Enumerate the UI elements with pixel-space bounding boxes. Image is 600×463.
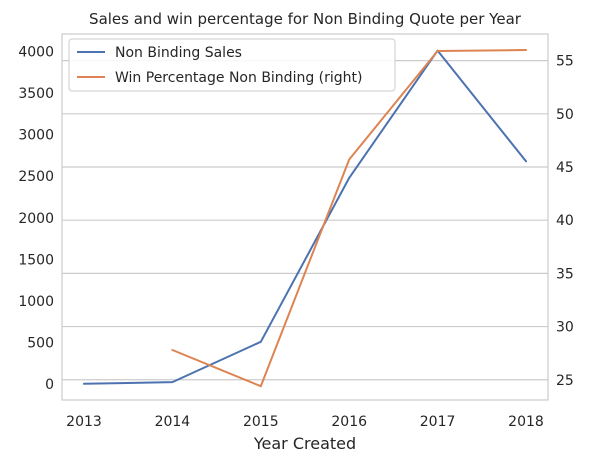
y-tick-label: 1500 [18, 252, 54, 268]
plot-area [61, 33, 549, 401]
legend-box [68, 38, 396, 92]
series-line-sales [83, 49, 527, 385]
y2-tick-label: 25 [556, 373, 574, 389]
x-axis-label: Year Created [253, 434, 356, 453]
x-tick-label: 2013 [66, 414, 102, 430]
y2-tick-label: 45 [556, 160, 574, 176]
x-tick-label: 2017 [420, 414, 456, 430]
x-tick-label: 2015 [243, 414, 279, 430]
series-lines [83, 49, 527, 388]
y-tick-label: 3000 [18, 128, 54, 144]
y-tick-label: 2000 [18, 211, 54, 227]
legend-label-sales: Non Binding Sales [115, 45, 242, 61]
legend: Non Binding Sales Win Percentage Non Bin… [68, 38, 396, 92]
tick-labels: 0 500 1000 1500 2000 2500 3000 3500 4000 25 30 35 40… [18, 44, 573, 430]
y2-tick-label: 40 [556, 213, 574, 229]
x-tick-label: 2014 [155, 414, 191, 430]
y2-tick-label: 50 [556, 107, 574, 123]
legend-label-win-percentage: Win Percentage Non Binding (right) [115, 70, 363, 86]
y-tick-label: 1000 [18, 294, 54, 310]
series-line-win-percentage [171, 49, 527, 388]
y-tick-label: 500 [27, 336, 54, 352]
chart-title: Sales and win percentage for Non Binding… [89, 10, 522, 28]
y-tick-label: 2500 [18, 169, 54, 185]
y2-tick-label: 55 [556, 54, 574, 70]
y2-tick-label: 35 [556, 266, 574, 282]
y-tick-label: 4000 [18, 44, 54, 60]
y-tick-label: 3500 [18, 86, 54, 102]
x-tick-label: 2016 [331, 414, 367, 430]
x-tick-label: 2018 [508, 414, 544, 430]
y2-tick-label: 30 [556, 320, 574, 336]
y-tick-label: 0 [45, 377, 54, 393]
